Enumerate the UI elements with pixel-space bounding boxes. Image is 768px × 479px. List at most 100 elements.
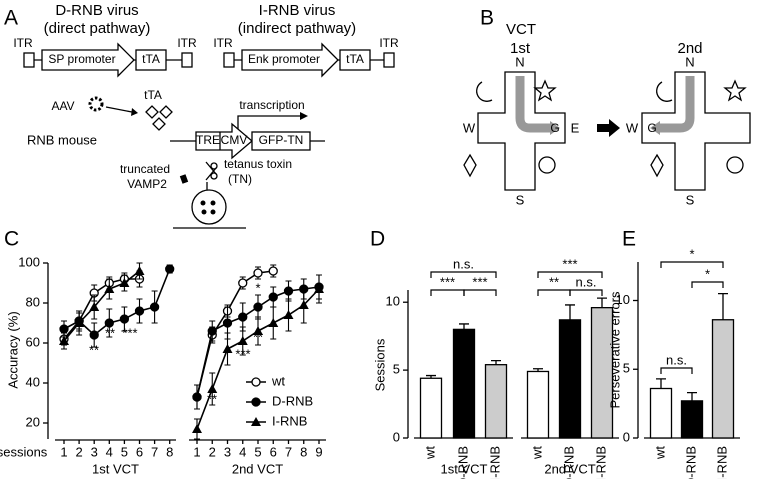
y-tick-label: 40 (26, 374, 40, 389)
x-tick-label: wt (422, 446, 437, 460)
significance-bracket (430, 289, 465, 296)
virus-title: I-RNB virus (259, 2, 336, 19)
significance-label: * (255, 280, 260, 295)
drawing-rect (23, 52, 35, 68)
direction-label: N (515, 54, 524, 69)
maze-title: 2nd (677, 40, 702, 57)
x-tick-label: I-RNB (714, 446, 729, 479)
drawing-rect (251, 131, 311, 151)
point (104, 318, 114, 328)
x-tick-label: 9 (315, 444, 322, 459)
drawing-circle (210, 200, 216, 206)
drawing-polygon (463, 153, 477, 178)
mouse-label: RNB mouse (27, 132, 97, 147)
itr-label: ITR (213, 36, 233, 50)
x-tick-label: D-RNB (455, 446, 470, 479)
significance-label: ** (549, 274, 559, 289)
y-axis-label: Sessions (372, 338, 387, 391)
y-tick-label: 60 (26, 334, 40, 349)
drawing-circle (88, 96, 104, 112)
bar (452, 328, 476, 439)
error-bar (656, 378, 666, 389)
x-tick-label: D-RNB (561, 446, 576, 479)
drawing-rect (135, 49, 167, 71)
error-bar (597, 297, 607, 308)
itr-label: ITR (13, 36, 33, 50)
group-label: 2nd VCT (544, 461, 595, 476)
point (268, 318, 279, 327)
error-bar (459, 323, 469, 330)
drawing-polygon (152, 117, 166, 131)
pathway-label: (direct pathway) (44, 20, 151, 37)
tta-label: tTA (144, 88, 162, 102)
legend-marker (251, 397, 261, 407)
transcription-label: transcription (239, 98, 304, 112)
legend-marker (251, 377, 261, 387)
direction-label: N (685, 54, 694, 69)
point (192, 424, 202, 433)
significance-label: * (689, 246, 694, 261)
point (134, 306, 145, 316)
drawing-line (205, 161, 217, 175)
drawing-rect (223, 52, 235, 68)
drawing-polygon (41, 42, 135, 78)
drawing-polygon (723, 79, 747, 102)
task-label: VCT (506, 21, 536, 38)
y-tick-label: 10 (386, 294, 400, 309)
drawing-path (476, 81, 493, 102)
y-axis-label: Accuracy (%) (5, 311, 20, 388)
point (74, 318, 85, 327)
point (283, 310, 294, 319)
point (59, 336, 69, 345)
toxin-label: (TN) (228, 172, 252, 186)
significance-label: ** (253, 329, 263, 344)
drawing-path (656, 81, 673, 102)
aav-label: AAV (51, 99, 74, 113)
x-tick-label: 5 (254, 444, 261, 459)
y-tick-label: 80 (26, 294, 40, 309)
x-tick-label: 4 (239, 444, 246, 459)
significance-label: *** (472, 274, 487, 289)
x-tick-label: 6 (270, 444, 277, 459)
significance-label: *** (440, 274, 455, 289)
point (314, 284, 324, 293)
error-bar (718, 292, 728, 320)
point (89, 330, 99, 340)
x-tick-label: D-RNB (683, 446, 698, 479)
significance-label: *** (122, 325, 137, 340)
point (207, 384, 218, 393)
itr-label: ITR (177, 36, 197, 50)
toxin-label: tetanus toxin (224, 157, 292, 171)
point (222, 318, 233, 328)
y-axis-label: Perseverative errors (607, 291, 622, 409)
significance-label: *** (235, 346, 250, 361)
point (268, 266, 278, 276)
drawing-path (658, 76, 695, 133)
y-tick-label: 100 (18, 254, 40, 269)
legend-marker (251, 417, 261, 426)
y-tick-label: 0 (393, 429, 400, 444)
drawing-polygon (641, 71, 751, 191)
x-axis-label: sessions (0, 444, 48, 459)
drawing-line (105, 106, 133, 113)
x-tick-label: 4 (106, 444, 113, 459)
point (149, 302, 160, 312)
x-tick-label: 8 (166, 444, 173, 459)
x-tick-label: 2 (209, 444, 216, 459)
group-label: 1st VCT (441, 461, 488, 476)
drawing-polygon (241, 42, 339, 78)
direction-label: S (516, 192, 525, 207)
element-label: TRE (196, 133, 220, 147)
x-tick-label: 7 (151, 444, 158, 459)
drawing-rect (179, 174, 189, 184)
x-tick-label: 3 (91, 444, 98, 459)
point (165, 264, 175, 274)
error-bar (687, 391, 697, 401)
x-tick-label: 5 (121, 444, 128, 459)
error-bar (491, 359, 501, 365)
x-tick-label: 2 (75, 444, 82, 459)
drawing-circle (201, 209, 207, 215)
significance-bracket (537, 271, 603, 278)
pathway-label: (indirect pathway) (238, 20, 356, 37)
virus-title: D-RNB virus (55, 2, 138, 19)
